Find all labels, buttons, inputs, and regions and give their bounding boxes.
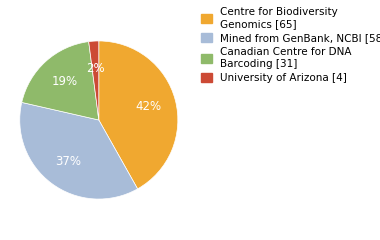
Text: 42%: 42% (135, 101, 162, 114)
Text: 37%: 37% (55, 155, 81, 168)
Text: 2%: 2% (86, 62, 105, 75)
Wedge shape (20, 102, 138, 199)
Wedge shape (89, 41, 99, 120)
Wedge shape (22, 42, 99, 120)
Text: 19%: 19% (51, 75, 77, 89)
Legend: Centre for Biodiversity
Genomics [65], Mined from GenBank, NCBI [58], Canadian C: Centre for Biodiversity Genomics [65], M… (199, 5, 380, 85)
Wedge shape (99, 41, 178, 189)
